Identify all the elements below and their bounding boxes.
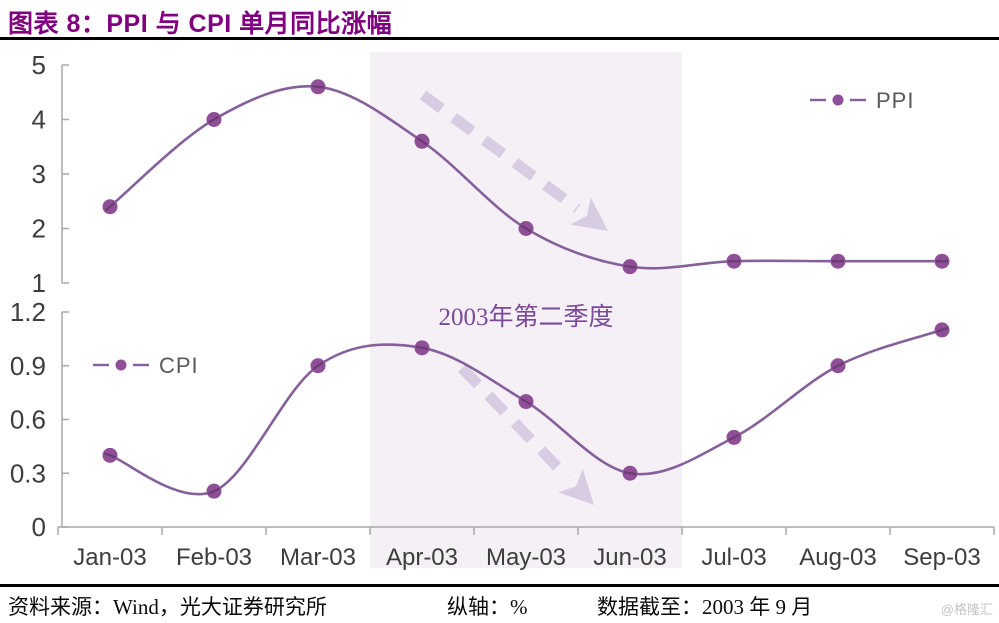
x-tick-label: Aug-03 [799, 544, 876, 571]
x-tick-label: May-03 [486, 544, 566, 571]
y-tick-label: 1.2 [10, 297, 46, 327]
data-cutoff-text: 数据截至：2003 年 9 月 [597, 595, 813, 619]
x-tick-label: Jan-03 [73, 544, 146, 571]
cpi-point-chord [520, 397, 532, 406]
cpi-point-chord [728, 433, 740, 442]
ppi-legend-marker [832, 94, 844, 106]
cpi-point-chord [935, 326, 949, 333]
x-tick-label: Mar-03 [280, 544, 356, 571]
y-tick-label: 3 [32, 159, 46, 189]
highlight-label: 2003年第二季度 [438, 303, 613, 331]
y-tick-label: 0.9 [10, 351, 46, 381]
x-tick-label: Jun-03 [593, 544, 666, 571]
y-tick-label: 1 [32, 268, 46, 298]
chart-svg: 2003年第二季度 5 4 3 2 11.2 0.9 0.6 0.3 0 Jan-03 Feb-03 M… [10, 50, 995, 571]
y-tick-label: 5 [32, 50, 46, 80]
axis-unit-note: 纵轴：% [447, 595, 528, 619]
cpi-point-chord [832, 362, 844, 370]
ppi-legend-label: PPI [876, 88, 914, 113]
x-tick-label: Sep-03 [903, 544, 980, 571]
x-tick-label: Jul-03 [701, 544, 766, 571]
footer-divider [0, 584, 999, 587]
cpi-legend-marker [115, 359, 127, 371]
cpi-point-chord [623, 471, 637, 476]
cpi-legend-label: CPI [159, 353, 199, 378]
trend-arrow-head-1 [558, 468, 594, 505]
y-tick-label: 0.6 [10, 405, 46, 435]
footer: 资料来源：Wind，光大证券研究所 纵轴：% 数据截至：2003 年 9 月 @… [0, 589, 999, 623]
x-tick-label: Feb-03 [176, 544, 252, 571]
y-tick-label: 2 [32, 214, 46, 244]
y-tick-label: 0.3 [10, 458, 46, 488]
cpi-point-chord [103, 452, 117, 459]
chart-title: 图表 8：PPI 与 CPI 单月同比涨幅 [8, 10, 393, 38]
trend-arrow-head-0 [570, 197, 608, 231]
cpi-point-chord [415, 345, 429, 350]
y-tick-label: 4 [32, 105, 46, 135]
trend-arrow-shaft-1 [458, 364, 572, 482]
ppi-point-chord [623, 264, 637, 269]
watermark: @格隆汇 [940, 602, 993, 617]
ppi-point-chord [520, 224, 532, 233]
ppi-point-chord [311, 85, 325, 89]
cpi-point-chord [312, 361, 324, 371]
title-divider [0, 37, 999, 40]
y-tick-label: 0 [32, 512, 46, 542]
ppi-point-chord [104, 202, 116, 212]
x-tick-label: Apr-03 [386, 544, 458, 571]
cpi-point-chord [208, 487, 220, 495]
source-text: 资料来源：Wind，光大证券研究所 [8, 595, 327, 619]
ppi-point-chord [416, 137, 428, 146]
ppi-point-chord [208, 115, 220, 124]
trend-arrow-shaft-0 [419, 90, 581, 213]
